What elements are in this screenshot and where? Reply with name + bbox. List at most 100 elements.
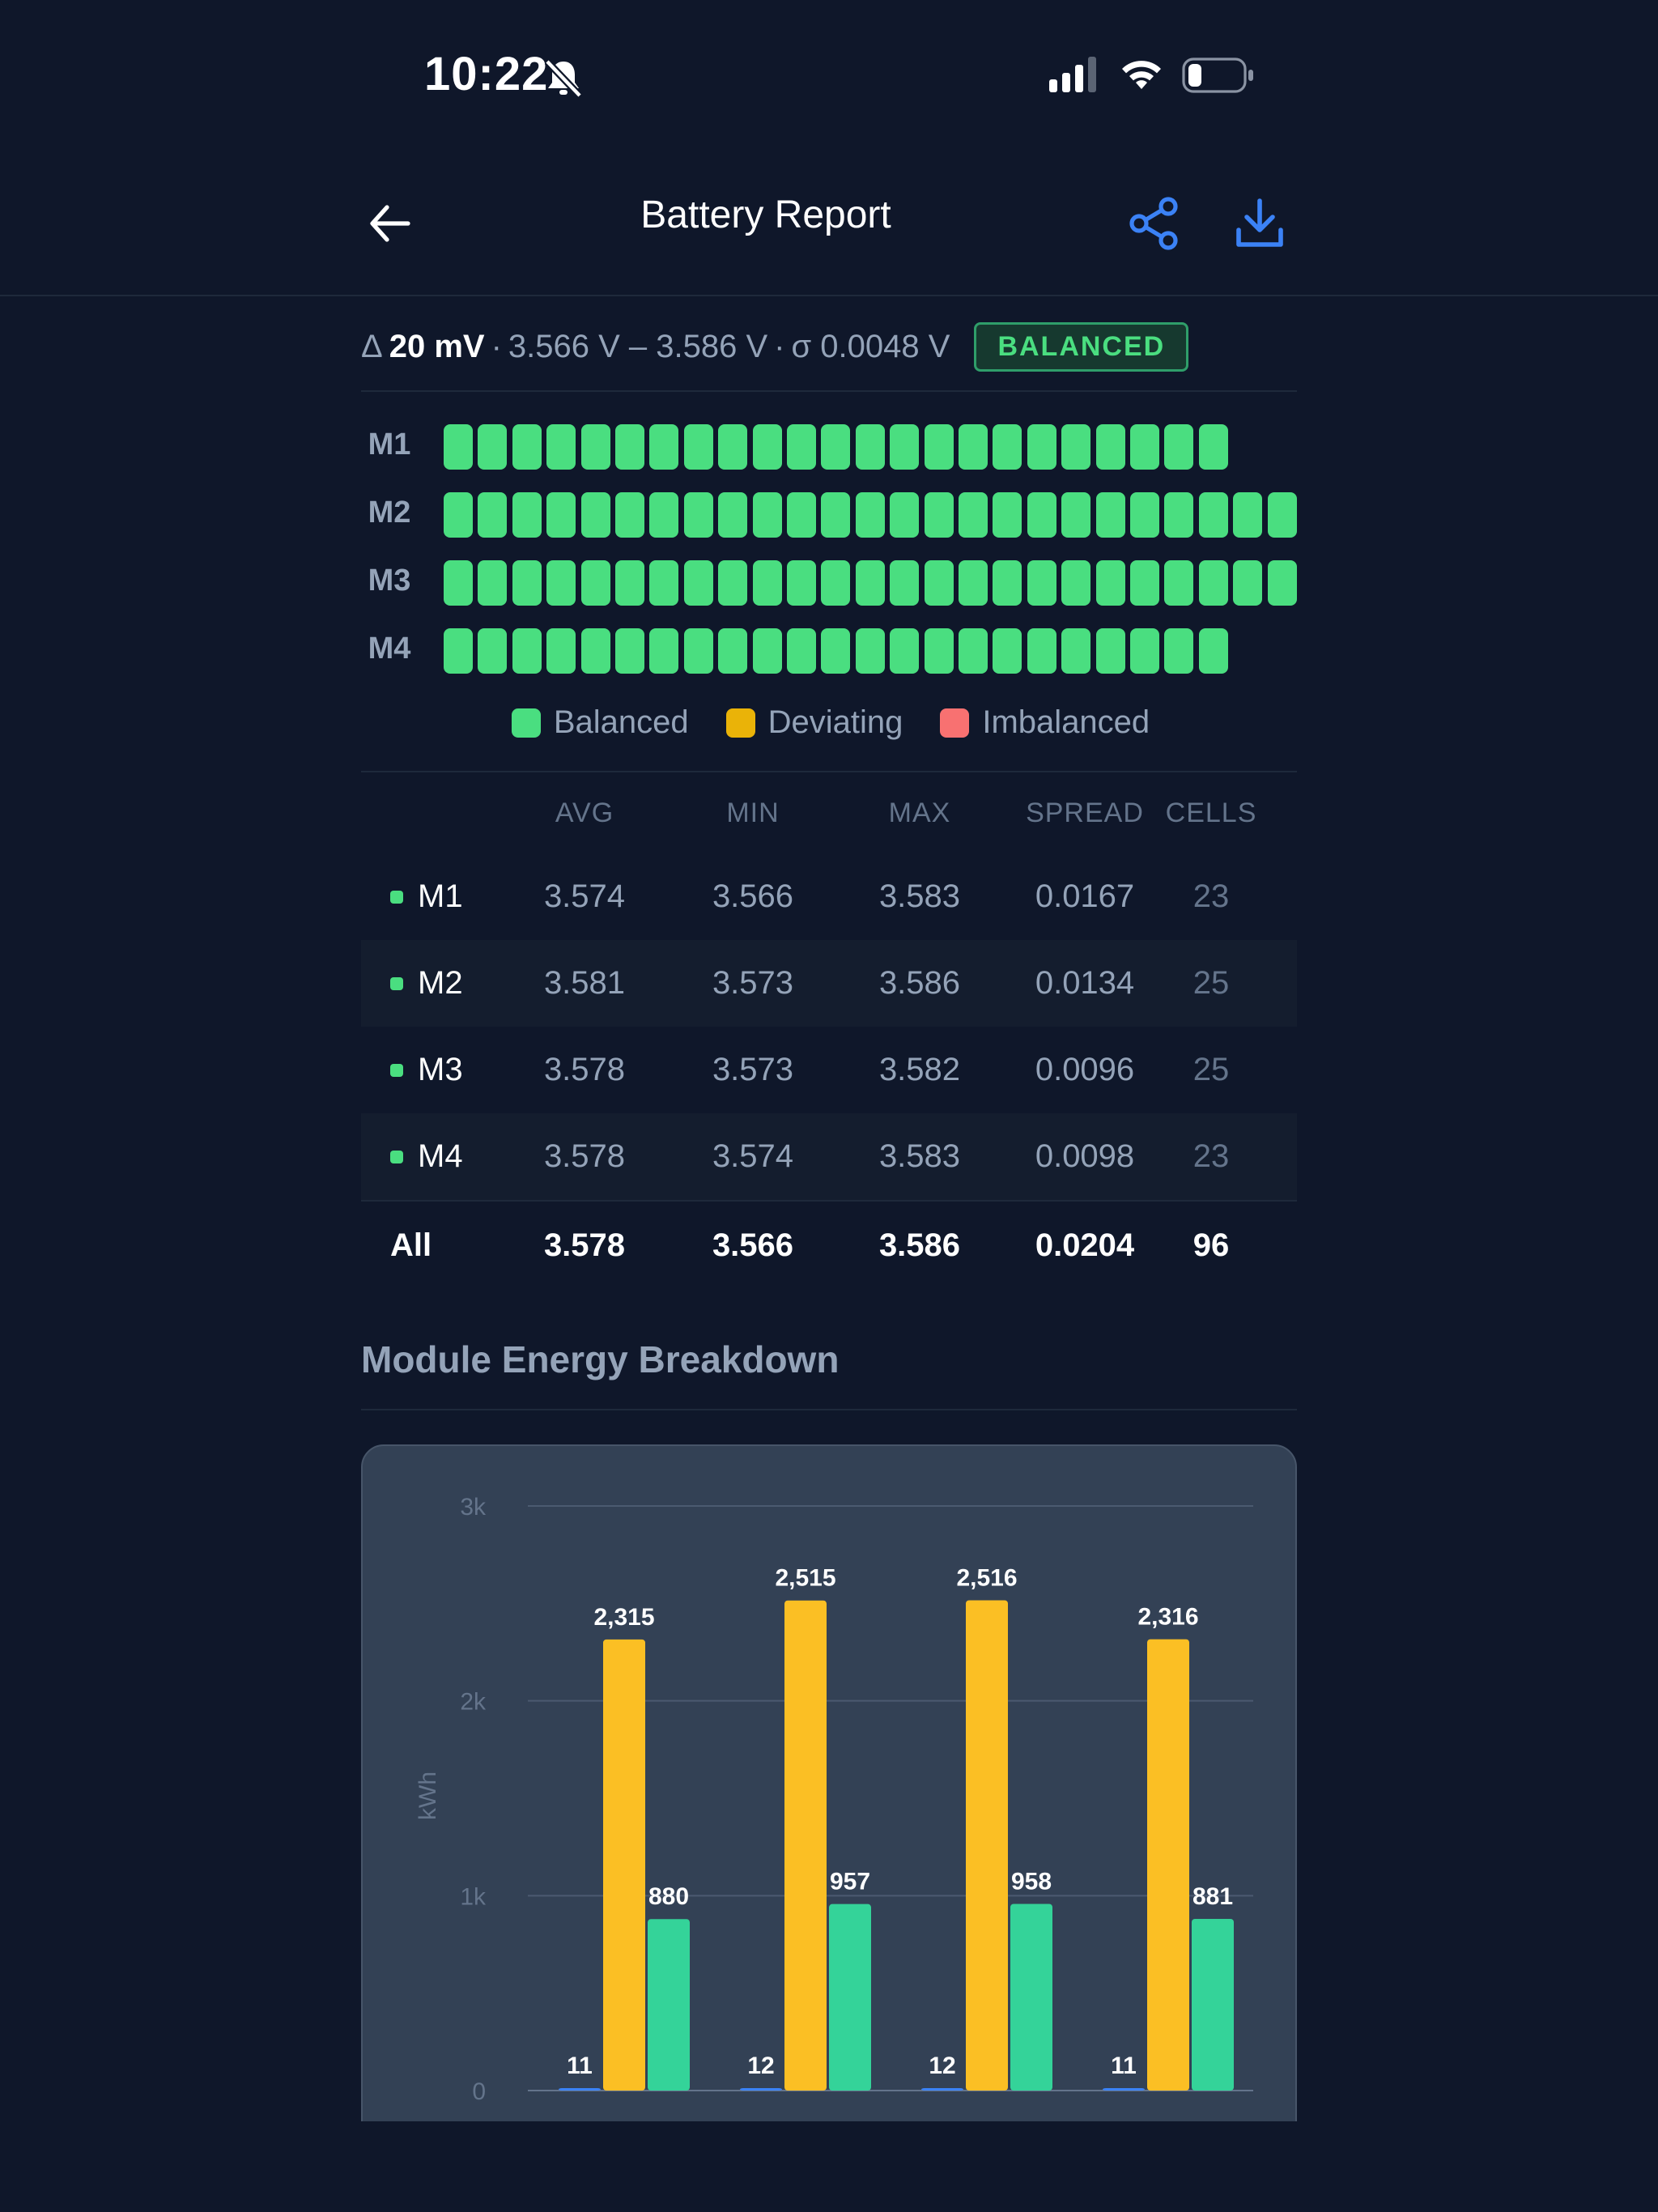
battery-cell[interactable] xyxy=(683,424,713,470)
battery-cell[interactable] xyxy=(821,492,851,538)
battery-cell[interactable] xyxy=(649,628,679,674)
battery-cell[interactable] xyxy=(512,560,542,606)
battery-cell[interactable] xyxy=(787,560,816,606)
battery-cell[interactable] xyxy=(959,560,988,606)
battery-cell[interactable] xyxy=(1130,492,1159,538)
battery-cell[interactable] xyxy=(959,492,988,538)
battery-cell[interactable] xyxy=(821,560,851,606)
battery-cell[interactable] xyxy=(787,628,816,674)
battery-cell[interactable] xyxy=(1130,560,1159,606)
battery-cell[interactable] xyxy=(615,424,644,470)
battery-cell[interactable] xyxy=(821,628,851,674)
battery-cell[interactable] xyxy=(924,628,954,674)
battery-cell[interactable] xyxy=(1027,492,1056,538)
battery-cell[interactable] xyxy=(478,560,508,606)
battery-cell[interactable] xyxy=(615,492,644,538)
battery-cell[interactable] xyxy=(1130,628,1159,674)
battery-cell[interactable] xyxy=(580,492,610,538)
battery-cell[interactable] xyxy=(649,424,679,470)
battery-cell[interactable] xyxy=(615,628,644,674)
battery-cell[interactable] xyxy=(1095,628,1125,674)
battery-cell[interactable] xyxy=(512,628,542,674)
battery-cell[interactable] xyxy=(1061,628,1091,674)
battery-cell[interactable] xyxy=(924,560,954,606)
battery-cell[interactable] xyxy=(1233,560,1263,606)
battery-cell[interactable] xyxy=(787,424,816,470)
battery-cell[interactable] xyxy=(1095,560,1125,606)
battery-cell[interactable] xyxy=(718,424,748,470)
battery-cell[interactable] xyxy=(546,560,576,606)
battery-cell[interactable] xyxy=(993,424,1022,470)
battery-cell[interactable] xyxy=(787,492,816,538)
battery-cell[interactable] xyxy=(718,628,748,674)
battery-cell[interactable] xyxy=(580,424,610,470)
battery-cell[interactable] xyxy=(718,492,748,538)
battery-cell[interactable] xyxy=(890,560,920,606)
battery-cell[interactable] xyxy=(1061,560,1091,606)
battery-cell[interactable] xyxy=(752,424,782,470)
battery-cell[interactable] xyxy=(444,424,473,470)
battery-cell[interactable] xyxy=(959,628,988,674)
battery-cell[interactable] xyxy=(1267,560,1297,606)
battery-cell[interactable] xyxy=(1095,424,1125,470)
battery-cell[interactable] xyxy=(752,628,782,674)
battery-cell[interactable] xyxy=(1027,424,1056,470)
battery-cell[interactable] xyxy=(1198,628,1228,674)
battery-cell[interactable] xyxy=(1095,492,1125,538)
battery-cell[interactable] xyxy=(444,628,473,674)
battery-cell[interactable] xyxy=(993,560,1022,606)
battery-cell[interactable] xyxy=(1164,492,1194,538)
download-button[interactable] xyxy=(1231,191,1289,256)
battery-cell[interactable] xyxy=(683,560,713,606)
battery-cell[interactable] xyxy=(1061,492,1091,538)
battery-cell[interactable] xyxy=(924,492,954,538)
battery-cell[interactable] xyxy=(649,492,679,538)
battery-cell[interactable] xyxy=(1027,628,1056,674)
battery-cell[interactable] xyxy=(683,628,713,674)
battery-cell[interactable] xyxy=(546,628,576,674)
battery-cell[interactable] xyxy=(890,424,920,470)
battery-cell[interactable] xyxy=(855,560,885,606)
battery-cell[interactable] xyxy=(1164,424,1194,470)
battery-cell[interactable] xyxy=(1233,492,1263,538)
battery-cell[interactable] xyxy=(993,492,1022,538)
battery-cell[interactable] xyxy=(1164,628,1194,674)
back-button[interactable] xyxy=(361,194,419,253)
battery-cell[interactable] xyxy=(444,492,473,538)
battery-cell[interactable] xyxy=(580,560,610,606)
battery-cell[interactable] xyxy=(752,492,782,538)
battery-cell[interactable] xyxy=(478,628,508,674)
battery-cell[interactable] xyxy=(444,560,473,606)
battery-cell[interactable] xyxy=(1198,492,1228,538)
battery-cell[interactable] xyxy=(546,492,576,538)
battery-cell[interactable] xyxy=(890,492,920,538)
battery-cell[interactable] xyxy=(1027,560,1056,606)
battery-cell[interactable] xyxy=(615,560,644,606)
battery-cell[interactable] xyxy=(1198,424,1228,470)
battery-cell[interactable] xyxy=(855,628,885,674)
battery-cell[interactable] xyxy=(649,560,679,606)
battery-cell[interactable] xyxy=(683,492,713,538)
battery-cell[interactable] xyxy=(821,424,851,470)
battery-cell[interactable] xyxy=(1164,560,1194,606)
share-button[interactable] xyxy=(1125,191,1184,256)
battery-cell[interactable] xyxy=(959,424,988,470)
battery-cell[interactable] xyxy=(1267,492,1297,538)
battery-cell[interactable] xyxy=(924,424,954,470)
battery-cell[interactable] xyxy=(890,628,920,674)
battery-cell[interactable] xyxy=(512,424,542,470)
battery-cell[interactable] xyxy=(855,424,885,470)
battery-cell[interactable] xyxy=(512,492,542,538)
battery-cell[interactable] xyxy=(752,560,782,606)
battery-cell[interactable] xyxy=(855,492,885,538)
battery-cell[interactable] xyxy=(1061,424,1091,470)
battery-cell[interactable] xyxy=(1198,560,1228,606)
battery-cell[interactable] xyxy=(546,424,576,470)
battery-cell[interactable] xyxy=(993,628,1022,674)
module-label: M4 xyxy=(368,632,411,666)
battery-cell[interactable] xyxy=(1130,424,1159,470)
battery-cell[interactable] xyxy=(478,492,508,538)
battery-cell[interactable] xyxy=(478,424,508,470)
battery-cell[interactable] xyxy=(718,560,748,606)
battery-cell[interactable] xyxy=(580,628,610,674)
